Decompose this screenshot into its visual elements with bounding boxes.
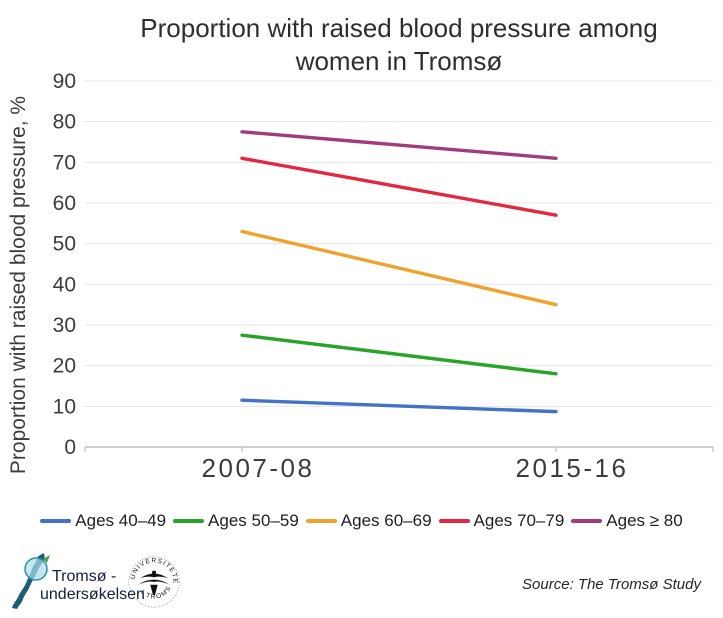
tromso-undersokelsen-logo	[12, 553, 50, 609]
y-tick-label: 10	[53, 395, 76, 418]
tromso-highlight-circle	[24, 557, 48, 581]
legend-item: Ages 60–69	[305, 511, 432, 531]
legend-marker-line	[173, 519, 205, 523]
legend-item: Ages ≥ 80	[571, 511, 683, 531]
y-tick-label: 70	[53, 151, 76, 174]
y-tick-label: 60	[53, 192, 76, 215]
legend: Ages 40–49 Ages 50–59 Ages 60–69 Ages 70–79…	[0, 511, 723, 531]
legend-label: Ages 60–69	[340, 511, 432, 530]
y-tick-label: 90	[53, 70, 76, 93]
source-text: Source: The Tromsø Study	[522, 576, 701, 593]
legend-label: Ages ≥ 80	[606, 511, 683, 530]
seal-eagle-icon	[138, 570, 170, 596]
series-line-4	[240, 130, 558, 160]
seal-ring	[128, 556, 180, 608]
legend-marker-line	[571, 519, 603, 523]
series-line-1	[240, 333, 558, 376]
chart-title: Proportion with raised blood pressure am…	[85, 12, 713, 78]
y-tick-label: 0	[64, 436, 76, 459]
legend-marker-line	[305, 519, 337, 523]
legend-marker-line	[438, 519, 470, 523]
plot-area: 0 10 20 30 40 50 60 70 80 90 2007-08 2015-16	[53, 70, 714, 483]
series-line-2	[240, 229, 558, 307]
y-tick-label: 40	[53, 273, 76, 296]
legend-item: Ages 70–79	[438, 511, 565, 531]
legend-marker-line	[40, 519, 72, 523]
series-line-3	[240, 156, 558, 217]
logo-text-line1: Tromsø -	[52, 568, 117, 585]
logo-arrow-icon	[43, 555, 50, 563]
university-seal-icon: UNIVERSITETET I TROMSØ	[126, 554, 180, 608]
y-tick-label: 80	[53, 111, 76, 134]
legend-label: Ages 50–59	[208, 511, 299, 530]
y-tick-label: 50	[53, 233, 76, 256]
legend-label: Ages 40–49	[75, 511, 167, 530]
legend-item: Ages 40–49	[40, 511, 166, 531]
legend-item: Ages 50–59	[173, 511, 299, 531]
series-line-0	[240, 398, 558, 414]
legend-label: Ages 70–79	[473, 511, 565, 530]
logo-text-line2: undersøkelsen	[40, 586, 145, 603]
logo-text: Tromsø - undersøkelsen	[40, 568, 145, 604]
x-tick-label: 2015-16	[516, 453, 629, 483]
y-tick-label: 20	[53, 355, 76, 378]
y-tick-label: 30	[53, 314, 76, 337]
x-tick-label: 2007-08	[202, 453, 315, 483]
chart-title-text: Proportion with raised blood pressure am…	[140, 13, 658, 76]
footer: Tromsø - undersøkelsen UNIVERSITETET I T…	[0, 548, 723, 614]
